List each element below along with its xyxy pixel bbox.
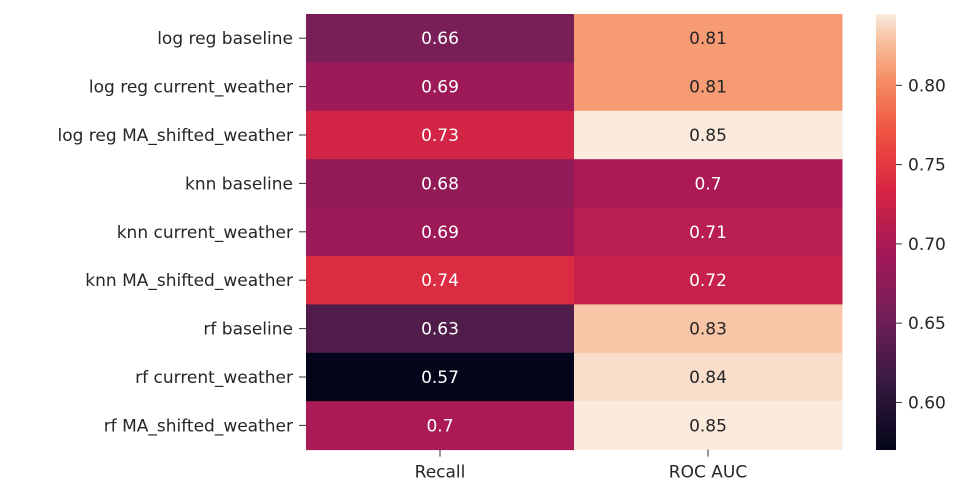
y-tick-label: rf MA_shifted_weather <box>104 416 293 436</box>
heatmap-row-labels: log reg baseline log reg current_weatherl… <box>57 29 306 436</box>
heatmap-cell <box>306 401 575 451</box>
cell-value-label: 0.84 <box>689 368 727 388</box>
heatmap-cell <box>306 207 575 257</box>
cell-value-label: 0.66 <box>421 29 459 49</box>
heatmap-cell <box>574 401 843 451</box>
heatmap-cells <box>306 14 843 451</box>
heatmap-cell <box>574 207 843 257</box>
colorbar-tick-label: 0.60 <box>908 393 946 413</box>
colorbar-tick-label: 0.75 <box>908 156 946 176</box>
cell-value-label: 0.85 <box>689 126 727 146</box>
y-tick-label: log reg MA_shifted_weather <box>57 126 293 146</box>
heatmap-cell <box>574 62 843 112</box>
cell-value-label: 0.7 <box>426 416 453 436</box>
heatmap-cell <box>574 14 843 63</box>
heatmap-cell <box>574 256 843 305</box>
heatmap-cell <box>574 304 843 354</box>
x-tick-label: Recall <box>415 463 466 483</box>
heatmap-cell <box>306 256 575 305</box>
cell-value-label: 0.68 <box>421 174 459 194</box>
cell-value-label: 0.7 <box>694 174 721 194</box>
heatmap-cell <box>306 62 575 112</box>
heatmap-cell <box>306 159 575 209</box>
heatmap-cell <box>574 352 843 402</box>
cell-value-label: 0.72 <box>689 271 727 291</box>
y-tick-label: log reg current_weather <box>89 78 293 98</box>
colorbar-gradient <box>876 14 896 450</box>
x-tick-label: ROC AUC <box>669 463 747 483</box>
cell-value-label: 0.69 <box>421 78 459 98</box>
heatmap-cell <box>306 110 575 160</box>
y-tick-label: knn baseline <box>185 174 293 194</box>
cell-value-label: 0.63 <box>421 320 459 340</box>
cell-value-label: 0.81 <box>689 29 727 49</box>
y-tick-label: knn MA_shifted_weather <box>85 271 293 291</box>
heatmap-cell <box>574 159 843 209</box>
cell-value-label: 0.71 <box>689 223 727 243</box>
y-tick-label: log reg baseline <box>157 29 293 49</box>
cell-value-label: 0.85 <box>689 416 727 436</box>
colorbar: 0.60 0.65 0.70 0.75 0.80 <box>876 14 946 450</box>
heatmap-cell <box>306 352 575 402</box>
y-tick-label: knn current_weather <box>117 223 293 243</box>
y-tick-label: rf baseline <box>203 320 293 340</box>
y-tick-label: rf current_weather <box>135 368 293 388</box>
colorbar-tick-label: 0.70 <box>908 235 946 255</box>
cell-value-label: 0.83 <box>689 320 727 340</box>
cell-value-label: 0.69 <box>421 223 459 243</box>
cell-value-label: 0.81 <box>689 78 727 98</box>
heatmap-cell <box>574 110 843 160</box>
cell-value-label: 0.57 <box>421 368 459 388</box>
cell-value-label: 0.73 <box>421 126 459 146</box>
colorbar-tick-label: 0.80 <box>908 76 946 96</box>
heatmap-cell-labels: 0.66 0.81 0.69 0.81 0.73 0.85 0.68 0.7 0.69 0.71 0… <box>421 29 727 436</box>
heatmap-cell <box>306 304 575 354</box>
heatmap-cell <box>306 14 575 63</box>
cell-value-label: 0.74 <box>421 271 459 291</box>
heatmap-column-labels: Recall ROC AUC <box>415 449 747 483</box>
colorbar-tick-label: 0.65 <box>908 314 946 334</box>
